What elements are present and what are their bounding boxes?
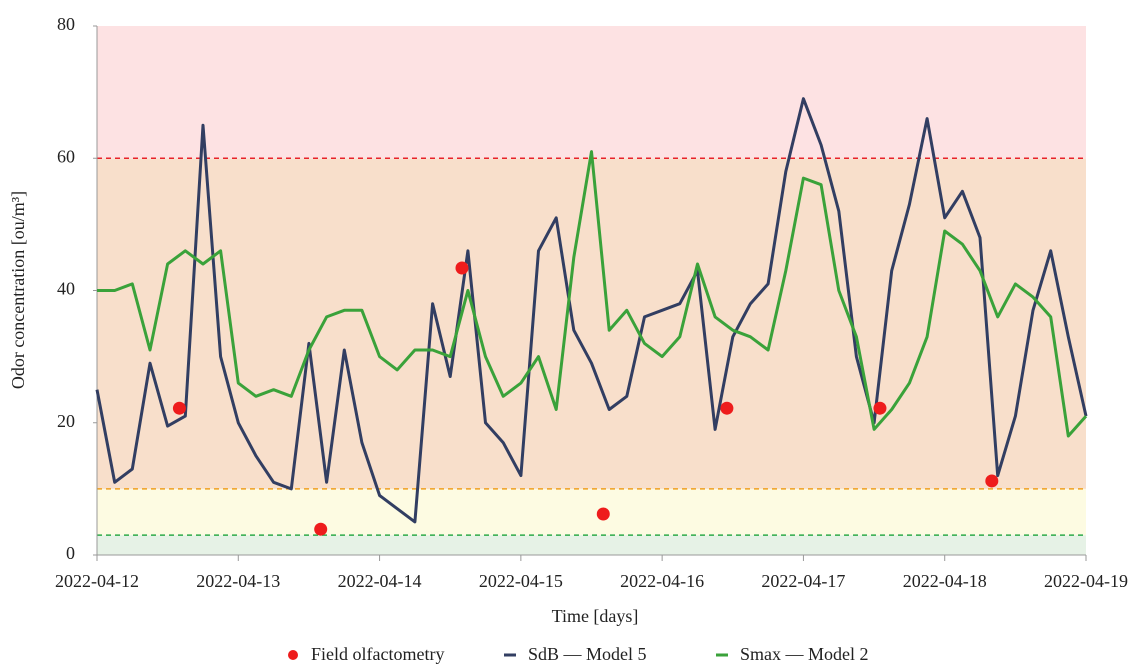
legend-marker	[288, 650, 298, 660]
data-point	[873, 401, 887, 415]
data-point	[455, 261, 469, 275]
y-tick-label: 0	[66, 543, 75, 563]
y-tick-label: 60	[57, 146, 75, 166]
y-tick-label: 40	[57, 279, 75, 299]
data-point	[172, 401, 186, 415]
background-band	[97, 158, 1086, 489]
data-point	[596, 507, 610, 521]
y-tick-label: 20	[57, 411, 75, 431]
legend-label: SdB — Model 5	[528, 644, 647, 664]
x-axis-label: Time [days]	[552, 606, 639, 626]
background-band	[97, 488, 1086, 536]
data-line	[97, 150, 1088, 438]
background-band	[97, 535, 1086, 555]
x-tick-label: 2022-04-16	[620, 571, 704, 591]
y-axis-label: Odor concentration [ou/m³]	[8, 191, 28, 389]
background-band	[97, 26, 1086, 159]
y-tick-label: 80	[57, 14, 75, 34]
x-tick-label: 2022-04-12	[55, 571, 139, 591]
x-tick-label: 2022-04-18	[903, 571, 987, 591]
legend-label: Smax — Model 2	[740, 644, 869, 664]
x-tick-label: 2022-04-13	[196, 571, 280, 591]
x-tick-label: 2022-04-19	[1044, 571, 1128, 591]
data-line	[95, 97, 1088, 524]
x-tick-label: 2022-04-15	[479, 571, 563, 591]
x-tick-label: 2022-04-14	[338, 571, 422, 591]
data-point	[720, 401, 734, 415]
x-tick-label: 2022-04-17	[761, 571, 845, 591]
data-point	[985, 474, 999, 488]
data-point	[314, 522, 328, 536]
legend-label: Field olfactometry	[311, 644, 444, 664]
